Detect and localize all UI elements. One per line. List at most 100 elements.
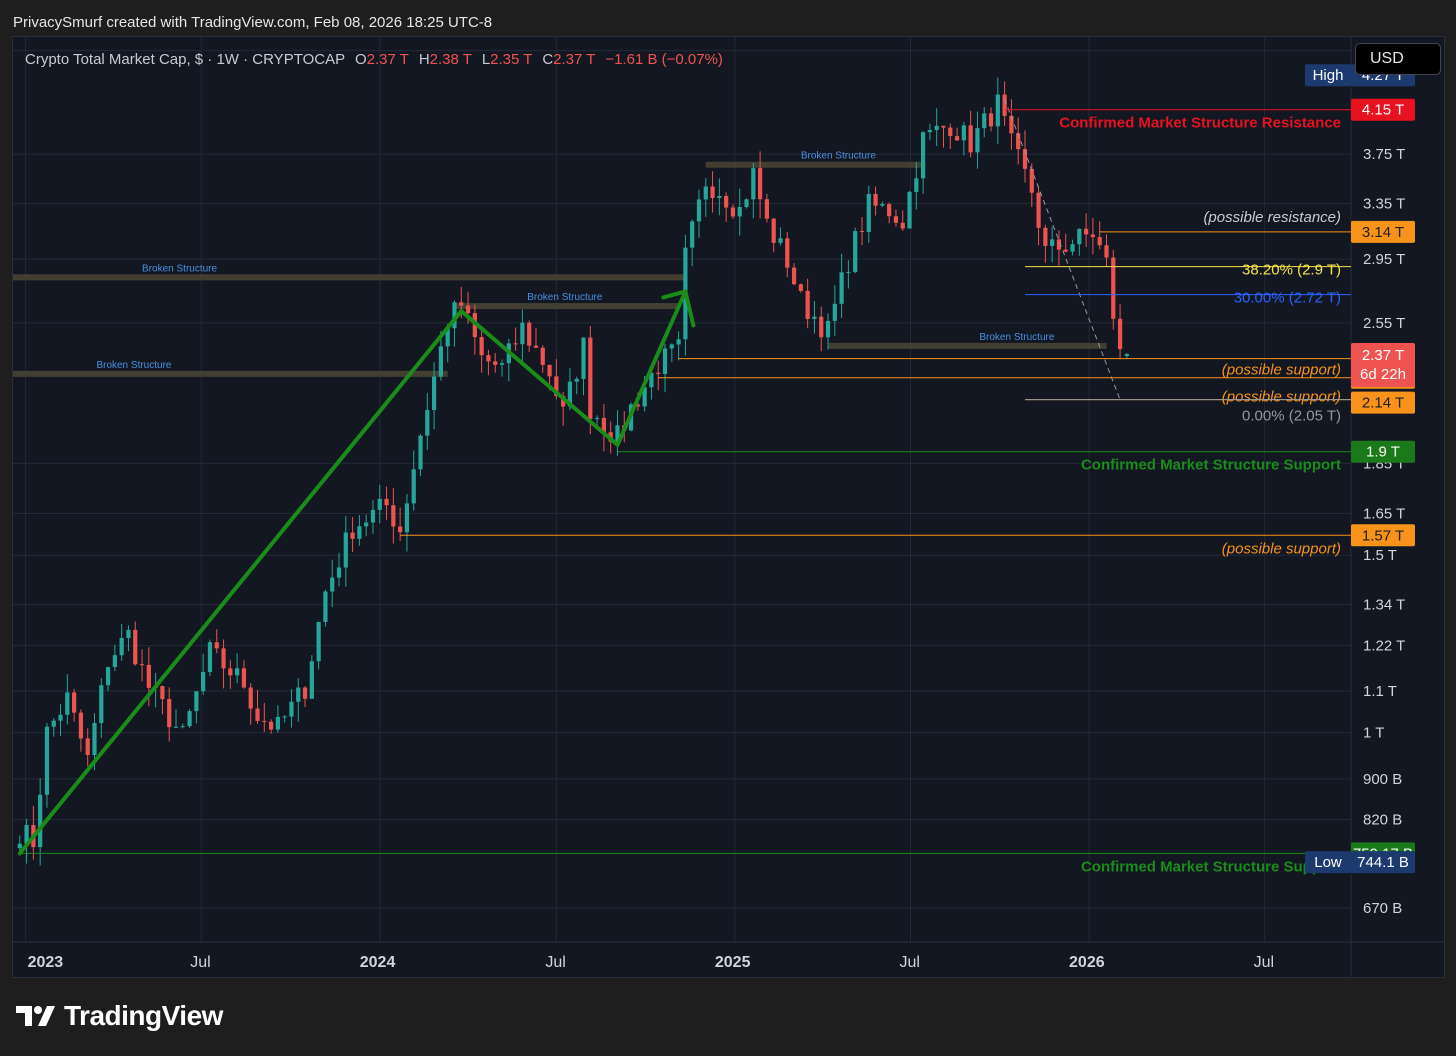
candle-body [696,199,702,222]
candle-body [364,522,369,527]
candle-body [764,199,770,219]
candle-body [812,316,817,319]
open-value: 2.37 T [366,51,409,68]
candle-body [465,305,471,314]
bar-countdown: 6d 22h [1360,366,1406,383]
candle-body [357,526,362,539]
broken-structure-label: Broken Structure [979,332,1054,343]
candle-body [350,532,355,539]
candle-body [493,361,498,365]
candle-body [561,395,566,407]
candle-body [934,125,939,131]
broken-structure-zone [705,161,924,168]
candle-body [112,655,117,668]
candle-body [1104,245,1109,258]
candle-body [669,344,674,349]
candle-body [65,692,70,715]
broken-structure-zone [828,342,1107,349]
candle-body [995,94,1000,127]
candle-body [547,364,552,377]
tradingview-logo-icon [16,1006,55,1026]
extreme-tag-label-bg [1305,851,1351,874]
candle-body [567,381,573,407]
price-tag-label: 1.57 T [1362,527,1404,544]
candle-body [391,505,396,527]
chart-area[interactable]: Broken Structure Broken Structure Broken S… [12,36,1445,978]
price-axis-tick: 2.55 T [1363,315,1405,332]
price-tag-label: 4.15 T [1362,102,1404,119]
candle-body [330,577,335,592]
candle-body [703,186,708,200]
current-price-tag [1351,342,1415,387]
candle-body [798,284,803,291]
price-axis-tick: 1.65 T [1363,506,1405,523]
high-value: 2.38 T [429,51,472,68]
candle-body [275,717,280,730]
change-value: −1.61 B (−0.07%) [605,51,723,68]
candle-body [859,231,865,233]
price-axis-tick: 820 B [1363,812,1402,829]
tradingview-logo[interactable]: TradingView [16,1000,223,1032]
candle-body [730,207,736,217]
candlestick-chart[interactable]: Broken Structure Broken Structure Broken S… [13,37,1444,977]
trend-arrow-line [17,309,464,856]
candle-body [72,692,77,713]
candle-body [221,648,226,669]
candle-body [370,509,376,523]
candle-body [662,348,668,374]
candle-body [900,222,905,229]
level-label: (possible resistance) [1203,209,1341,226]
extreme-tag-label: Low [1314,854,1342,871]
candle-body [296,687,301,702]
candle-body [1056,239,1062,250]
candle-body [214,642,219,649]
broken-structure-label: Broken Structure [801,151,876,162]
price-tag [1351,220,1415,243]
candle-body [805,290,810,319]
candle-body [954,136,960,141]
time-axis-tick: 2025 [715,954,751,971]
candle-body [941,125,946,128]
candle-body [1036,192,1041,228]
price-tag [1351,524,1415,547]
candle-body [92,723,97,755]
currency-button[interactable]: USD [1355,43,1441,75]
candle-body [452,302,457,329]
candle-body [51,720,56,727]
candle-body [533,345,539,348]
candle-body [642,387,647,407]
low-label: L [481,51,491,68]
candle-body [574,378,579,382]
candle-body [988,113,994,127]
candle-body [316,621,321,662]
candle-body [1111,257,1116,319]
candle-body [499,363,505,365]
candle-body [17,843,22,849]
candle-body [146,664,151,688]
candle-body [133,629,138,665]
candle-body [907,191,912,229]
candle-body [241,668,247,688]
trend-arrow-line [459,309,620,447]
candle-body [914,178,919,192]
chart-credit: PrivacySmurf created with TradingView.co… [13,14,493,31]
broken-structure-zone [13,274,686,281]
level-label: (possible support) [1222,362,1341,379]
tradingview-brand: TradingView [64,1000,223,1031]
extreme-tag-label: High [1313,67,1344,84]
candle-body [160,686,165,700]
candle-body [1063,249,1068,252]
candle-body [336,567,342,578]
candle-body [411,469,416,504]
price-tag-label: 2.14 T [1362,395,1404,412]
extreme-tag [1351,851,1415,874]
time-axis-tick: Jul [190,954,210,971]
candle-body [38,794,43,848]
candle-body [982,113,987,129]
candle-body [581,337,586,379]
level-label: 38.20% (2.9 T) [1242,262,1341,279]
candle-body [459,302,464,306]
candle-body [893,216,899,223]
price-axis-tick: 1.34 T [1363,597,1405,614]
broken-structure-label: Broken Structure [527,292,602,303]
